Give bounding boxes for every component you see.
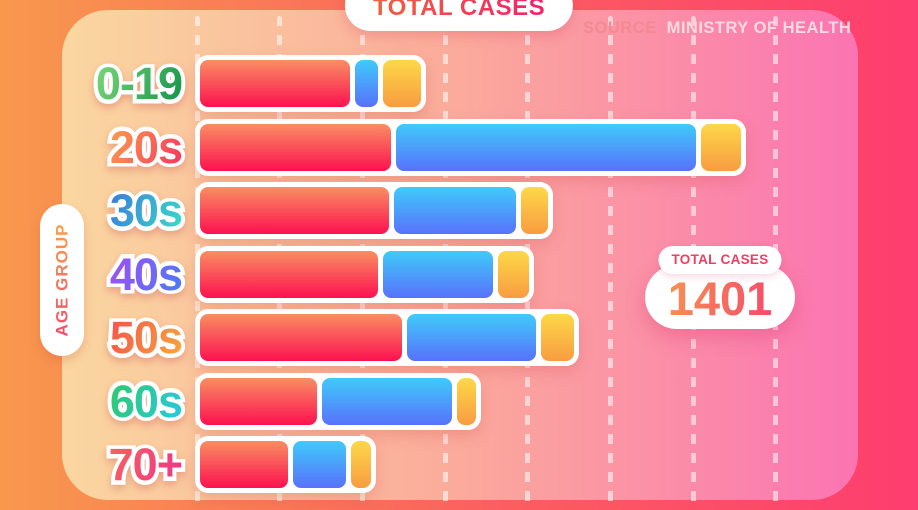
stacked-bar (195, 55, 426, 112)
age-group-label-outline: 60s (106, 375, 187, 428)
age-group-label-text: 20s (109, 121, 183, 173)
bar-segment-yellow (383, 60, 421, 107)
bar-segment-blue (322, 377, 452, 425)
bar-segment-blue (395, 123, 696, 171)
age-group-label-outline: 0-19 (92, 57, 187, 110)
age-group-label: 60s60s (0, 373, 195, 430)
age-group-label-outline: 30s (106, 184, 187, 237)
age-group-label-text: 60s (109, 375, 183, 427)
source-label: SOURCE (583, 19, 657, 37)
bar-row: 30s30s (0, 182, 918, 239)
total-cases-badge: TOTAL CASES 1401 (645, 246, 795, 329)
age-group-label: 20s20s (0, 119, 195, 176)
stacked-bar (195, 309, 580, 366)
age-group-label-text: 40s (109, 248, 183, 300)
age-group-label-text: 30s (109, 185, 183, 236)
bar-row: 0-190-19 (0, 55, 918, 112)
bar-segment-yellow (456, 377, 476, 425)
bar-segment-yellow (497, 250, 529, 298)
total-cases-label-pill: TOTAL CASES (658, 246, 782, 274)
bar-segment-blue (406, 314, 537, 361)
bar-row: 60s60s (0, 372, 918, 430)
bar-segment-red (200, 60, 350, 107)
age-group-label: 50s50s (0, 309, 195, 366)
bar-row: 40s40s (0, 245, 918, 303)
bar-row: 70+70+ (0, 436, 918, 493)
bar-row: 20s20s (0, 118, 918, 176)
stacked-bar (195, 182, 553, 239)
stacked-bar (195, 118, 747, 176)
bar-segment-red (200, 250, 379, 298)
chart-title-pill: TOTAL CASES (344, 0, 574, 31)
stacked-bar (195, 436, 376, 493)
gridline (608, 16, 613, 510)
age-group-label: 0-190-19 (0, 55, 195, 112)
bar-row: 50s50s (0, 309, 918, 366)
age-group-label-text: 70+ (108, 439, 183, 490)
bar-segment-yellow (520, 187, 548, 234)
bar-segment-blue (383, 250, 493, 298)
chart-title: TOTAL CASES (373, 0, 545, 21)
age-group-label-text: 0-19 (95, 58, 183, 109)
source-value: MINISTRY OF HEALTH (666, 19, 852, 37)
bar-segment-yellow (700, 123, 742, 171)
age-group-label-outline: 70+ (105, 438, 187, 491)
y-axis-title: AGE GROUP (52, 223, 71, 337)
bar-segment-yellow (350, 441, 371, 488)
age-group-label: 70+70+ (0, 436, 195, 493)
bar-segment-blue (292, 441, 346, 488)
bar-segment-yellow (541, 314, 575, 361)
total-cases-label: TOTAL CASES (671, 252, 769, 267)
bar-rows: 0-190-19 20s20s 30s30s 40s40s 50s50s 60s60s 70… (0, 55, 918, 500)
stacked-bar (195, 372, 481, 430)
stacked-bar (195, 245, 534, 303)
age-group-label-outline: 20s (106, 121, 187, 174)
y-axis-title-pill: AGE GROUP (40, 204, 84, 356)
age-group-label-outline: 40s (106, 248, 187, 301)
bar-segment-blue (394, 187, 516, 234)
bar-segment-red (200, 314, 402, 361)
age-group-label-text: 50s (109, 312, 183, 363)
bar-segment-blue (355, 60, 379, 107)
age-group-label: 40s40s (0, 246, 195, 303)
age-group-label-outline: 50s (106, 311, 187, 364)
bar-segment-red (200, 187, 390, 234)
bar-segment-red (200, 441, 288, 488)
age-group-label: 30s30s (0, 182, 195, 239)
bar-segment-red (200, 123, 391, 171)
total-cases-value: 1401 (645, 265, 795, 329)
bar-segment-red (200, 377, 318, 425)
source-line: SOURCE MINISTRY OF HEALTH (583, 19, 851, 38)
